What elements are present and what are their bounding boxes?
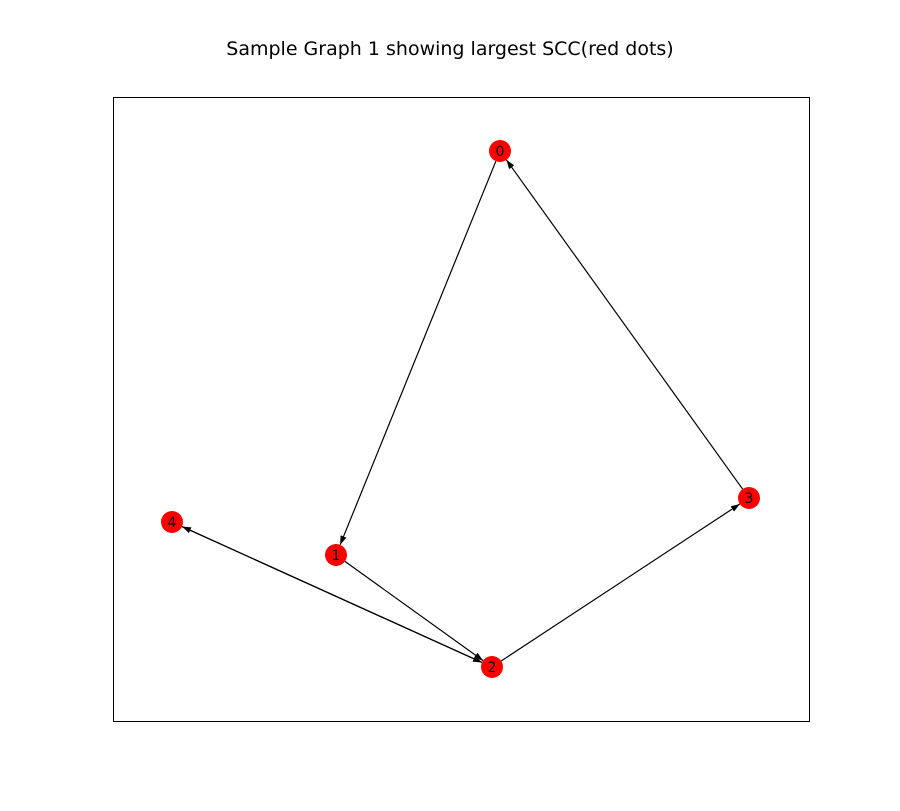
node-label: 1 [332,548,341,564]
node-1: 1 [325,544,347,566]
chart-title: Sample Graph 1 showing largest SCC(red d… [226,38,674,60]
node-dot [481,656,503,678]
edges-layer [181,159,744,664]
edge-2-to-3 [500,503,741,662]
node-dot [161,511,183,533]
nodes-layer: 0 1 2 3 4 [161,140,760,678]
node-dot [489,140,511,162]
node-3: 3 [738,487,760,509]
node-dot [738,487,760,509]
node-label: 3 [745,491,754,507]
node-4: 4 [161,511,183,533]
plot-frame [113,97,810,722]
node-label: 2 [488,660,497,676]
edge-4-to-2 [181,525,483,664]
node-0: 0 [489,140,511,162]
node-dot [325,544,347,566]
edge-3-to-0 [505,159,744,490]
node-label: 4 [168,515,177,531]
edge-0-to-1 [339,160,497,546]
edge-1-to-2 [344,560,484,662]
node-2: 2 [481,656,503,678]
node-label: 0 [496,144,505,160]
